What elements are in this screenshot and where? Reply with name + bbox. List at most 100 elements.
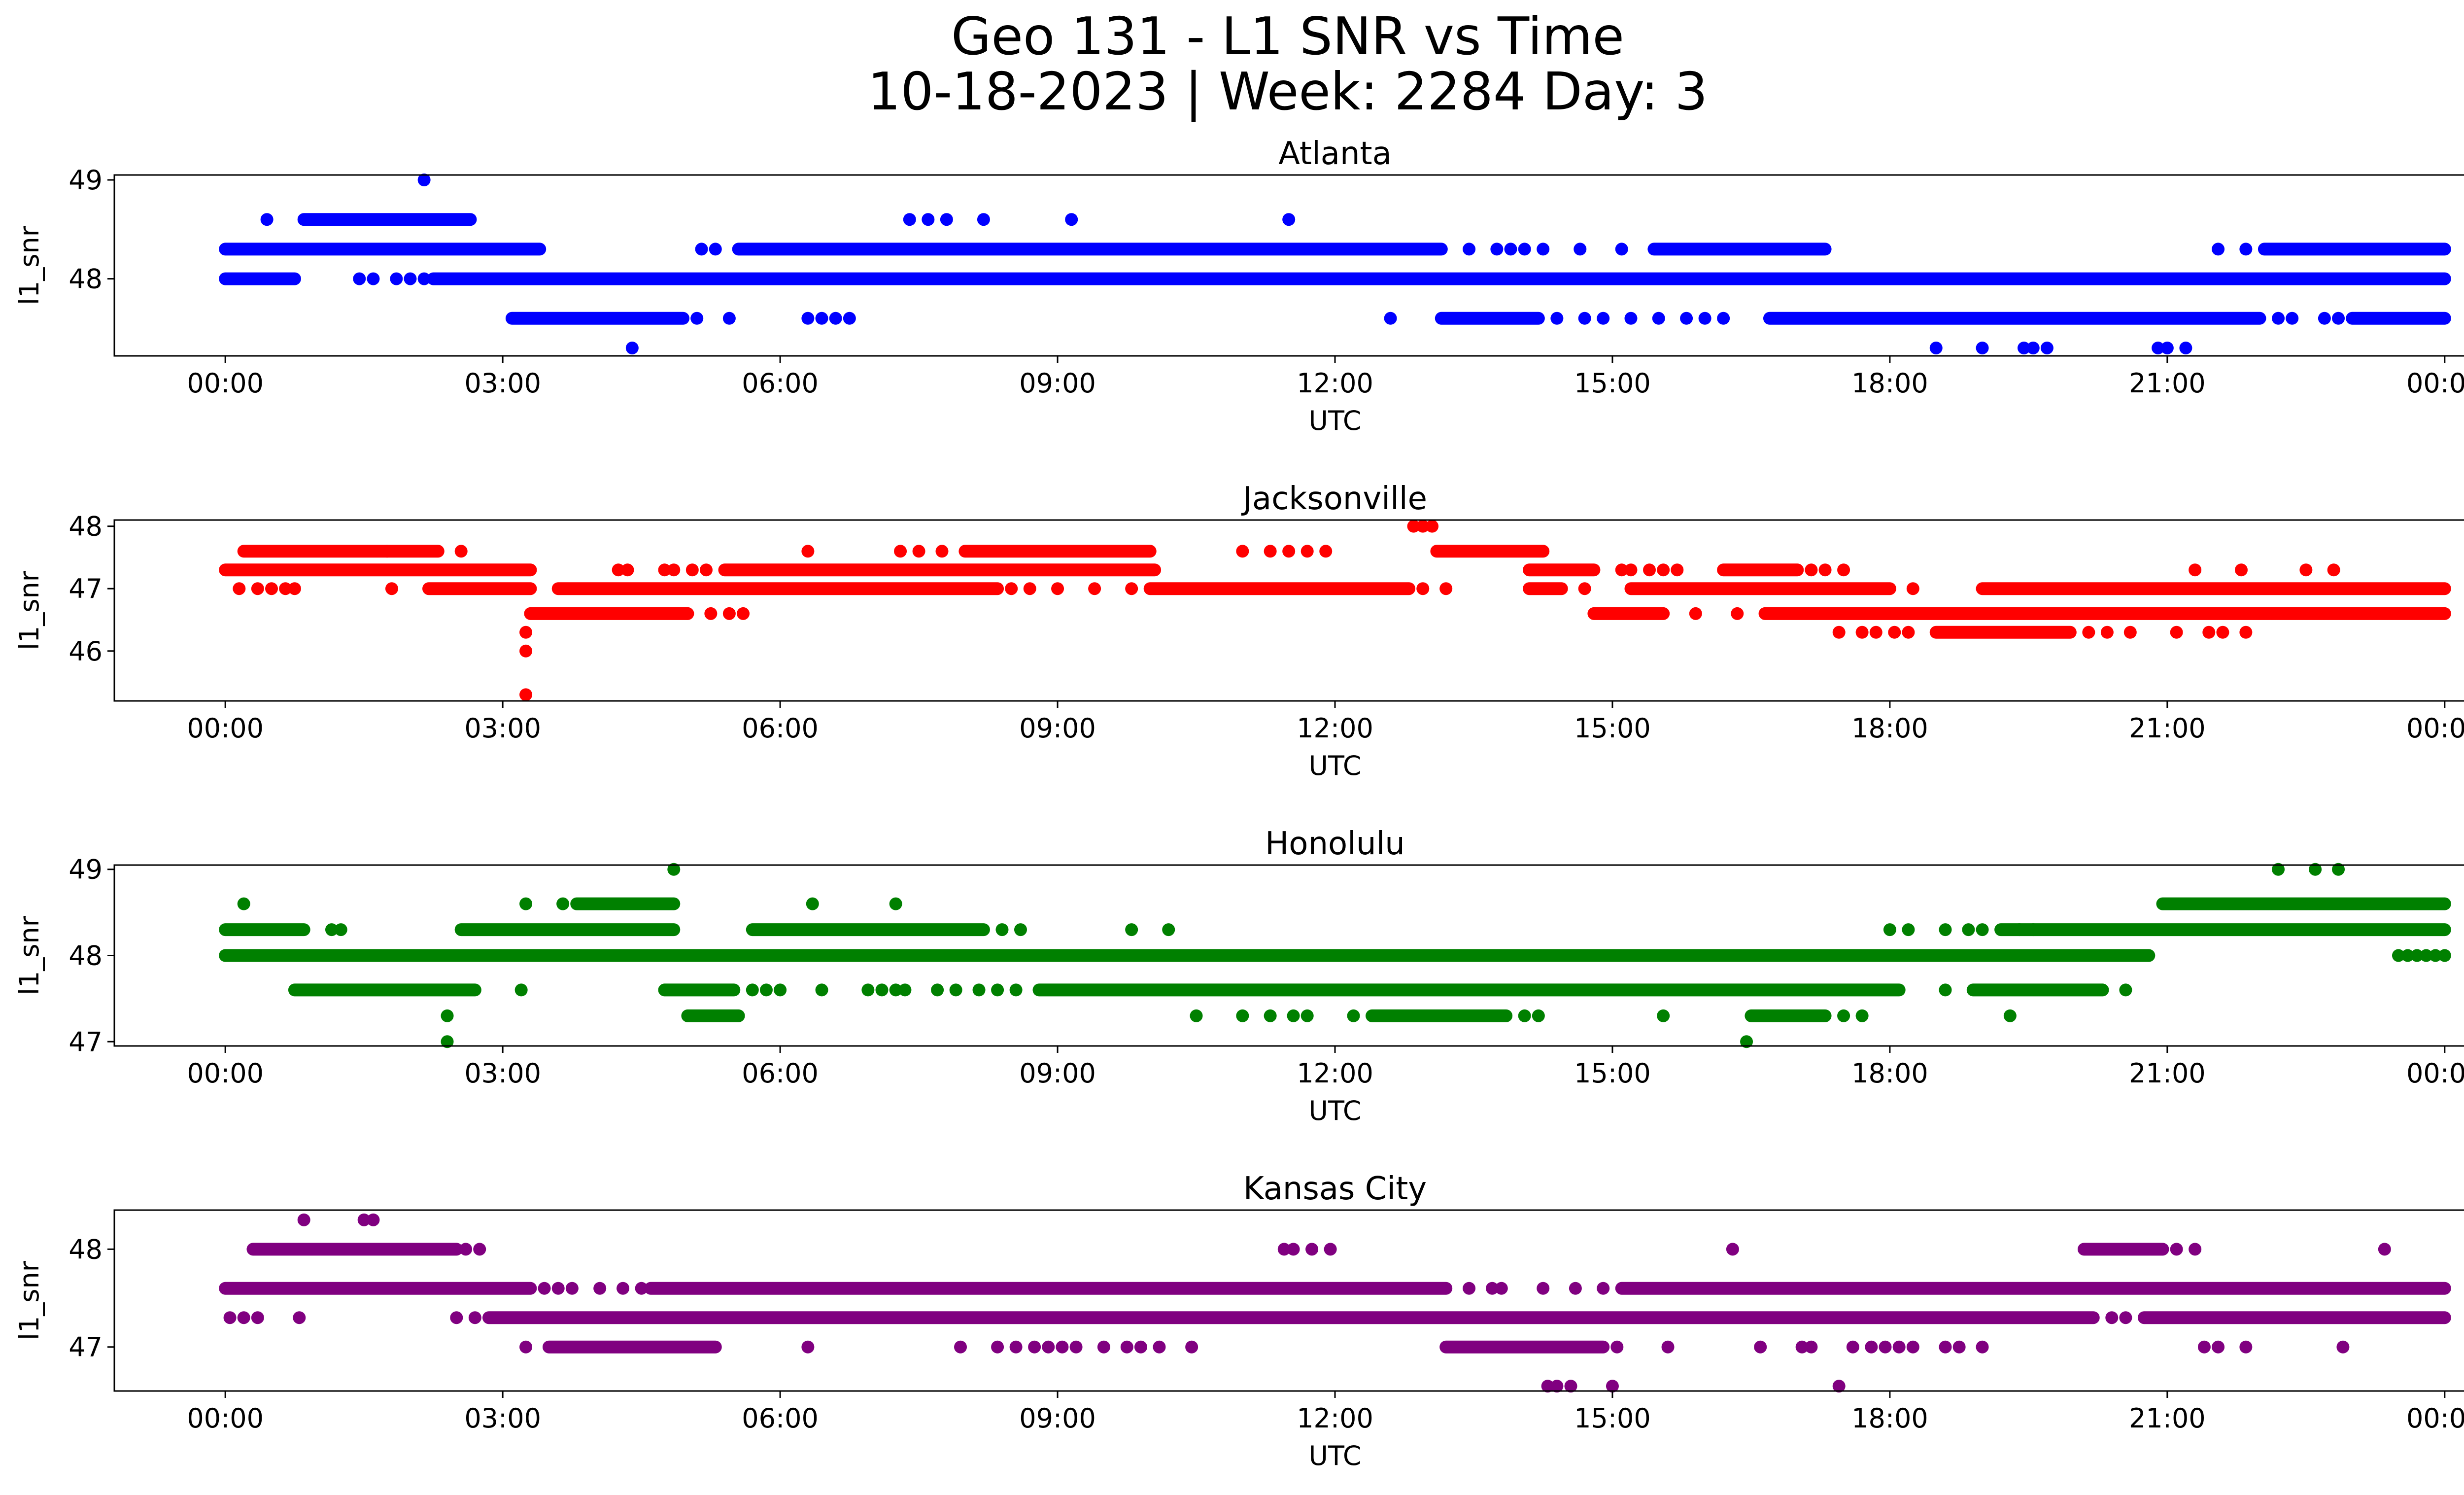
data-point [441,1009,454,1022]
data-point [2332,863,2345,876]
x-tick-label: 00:00 [2406,713,2464,744]
figure-title-block: Geo 131 - L1 SNR vs Time 10-18-2023 | We… [0,9,2464,119]
data-point [593,1282,607,1295]
dense-point-run [246,1243,463,1256]
data-point [1578,312,1591,325]
data-point [903,213,916,226]
data-point [843,312,856,325]
data-point [1490,243,1504,256]
data-point [1597,1282,1610,1295]
x-tick-label: 21:00 [2129,1403,2206,1434]
data-point [2100,626,2114,639]
data-point [357,1213,371,1226]
axes-frame [113,174,2464,357]
data-point [519,897,533,910]
data-point [1537,243,1550,256]
x-tick-label: 21:00 [2129,1058,2206,1089]
panel-honolulu: Honolulu 00:00 03:00 06:00 09:00 12:00 15:00 18… [14,826,2464,1126]
y-axis-label: l1_snr [14,570,45,650]
data-point [774,983,787,997]
data-point [367,1213,380,1226]
data-point [1657,563,1670,577]
data-point [2378,1243,2391,1256]
data-point [1610,1340,1624,1354]
data-point [2216,626,2229,639]
data-point [2026,923,2040,937]
x-tick-label: 03:00 [464,368,541,399]
data-point [1264,1009,1277,1022]
data-point [2309,863,2322,876]
data-point [1698,312,1711,325]
data-point [367,272,380,285]
dense-point-run [658,983,741,997]
y-tick-label: 47 [68,1026,103,1057]
data-point [1537,1282,1550,1295]
y-axis-label: l1_snr [14,915,45,995]
data-point [1976,341,1989,354]
data-point [1795,1340,1809,1354]
data-point [1282,545,1296,558]
data-point [1120,1340,1133,1354]
data-point [2003,1009,2017,1022]
data-point [1009,1340,1023,1354]
data-point [1846,1340,1859,1354]
data-point [2026,341,2040,354]
data-point [2336,1340,2350,1354]
dense-point-run [219,243,547,256]
dense-point-run [746,923,990,937]
data-point [538,1282,551,1295]
data-point [1236,1009,1249,1022]
data-point [801,545,815,558]
data-point [1606,1380,1619,1393]
data-point [1051,582,1064,595]
data-point [2438,949,2451,962]
data-point [2082,626,2095,639]
x-tick-label: 15:00 [1574,368,1651,399]
data-point [2239,626,2253,639]
data-point [468,1311,481,1324]
dense-point-run [958,545,1157,558]
data-point [1097,1340,1110,1354]
x-tick-label: 09:00 [1019,1058,1096,1089]
axes-frame [113,1209,2464,1392]
data-point [2410,949,2424,962]
data-point [404,272,417,285]
data-point [1855,1009,1869,1022]
data-point [1305,1243,1319,1256]
panel-kansas-city: Kansas City 00:00 03:00 06:00 09:00 12:00 15:0… [14,1171,2464,1471]
data-point [612,563,625,577]
data-point [1287,1009,1300,1022]
data-point [260,213,274,226]
dense-point-run [524,607,694,620]
y-axis-label: l1_snr [14,225,45,305]
dense-point-run [1929,626,2077,639]
data-point [1717,312,1730,325]
data-point [1463,243,1476,256]
data-point [1976,1340,1989,1354]
dense-point-run [2258,243,2451,256]
data-point [861,983,875,997]
data-point [709,243,722,256]
scatter-points [219,520,2451,701]
data-point [1518,1009,1531,1022]
y-tick-label: 48 [68,940,103,972]
data-point [1740,1035,1753,1048]
dense-point-run [1430,545,1550,558]
x-axis-label: UTC [1308,1440,1361,1471]
x-tick-label: 15:00 [1574,713,1651,744]
data-point [2189,563,2202,577]
x-tick-label: 12:00 [1297,713,1373,744]
data-point [417,272,431,285]
data-point [1125,923,1138,937]
data-point [1426,520,1439,533]
scatter-points [219,174,2451,354]
data-point [1264,545,1277,558]
dense-point-run [482,1311,2100,1324]
data-point [1564,1380,1577,1393]
data-point [801,1340,815,1354]
data-point [2420,949,2433,962]
data-point [514,983,528,997]
data-point [1726,1243,1739,1256]
data-point [922,213,935,226]
figure-title: Geo 131 - L1 SNR vs Time [951,6,1625,67]
